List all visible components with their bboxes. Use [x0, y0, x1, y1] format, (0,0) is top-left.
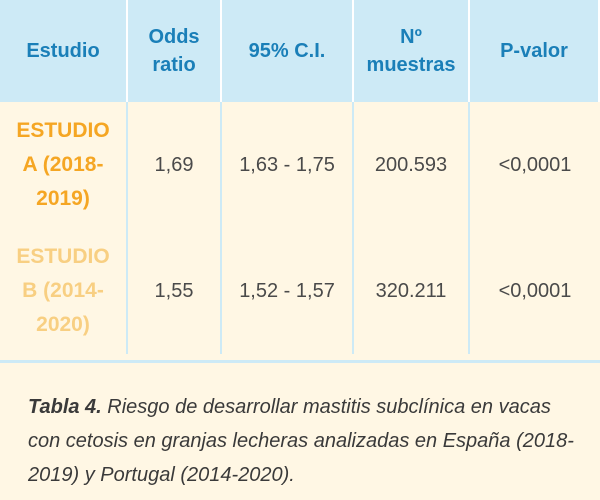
- table-row-a-odds-ratio: 1,69: [128, 102, 222, 228]
- table-row-a-ci: 1,63 - 1,75: [222, 102, 354, 228]
- header-muestras: Nº muestras: [354, 0, 470, 102]
- caption-text: Riesgo de desarrollar mastitis subclínic…: [28, 396, 574, 486]
- table-grid: Estudio Odds ratio 95% C.I. Nº muestras …: [0, 0, 600, 354]
- table-row-a-p-value: <0,0001: [498, 153, 572, 176]
- results-table: Estudio Odds ratio 95% C.I. Nº muestras …: [0, 0, 600, 354]
- table-row-a-samples: 200.593: [354, 102, 470, 228]
- header-p-valor: P-valor: [470, 0, 600, 102]
- header-estudio: Estudio: [0, 0, 128, 102]
- table-row-b-odds-ratio: 1,55: [128, 228, 222, 354]
- header-ci: 95% C.I.: [222, 0, 354, 102]
- caption-label: Tabla 4.: [28, 396, 102, 418]
- table-row-b-ci: 1,52 - 1,57: [222, 228, 354, 354]
- table-row-a-study: ESTUDIO A (2018- 2019): [0, 102, 128, 228]
- table-bottom-divider: [0, 360, 600, 363]
- table-row-b-samples: 320.211: [354, 228, 470, 354]
- table-row-b-study: ESTUDIO B (2014- 2020): [0, 228, 128, 354]
- table-row-b-p-value: <0,0001: [498, 279, 572, 302]
- table-caption: Tabla 4. Riesgo de desarrollar mastitis …: [28, 390, 588, 492]
- header-odds-ratio: Odds ratio: [128, 0, 222, 102]
